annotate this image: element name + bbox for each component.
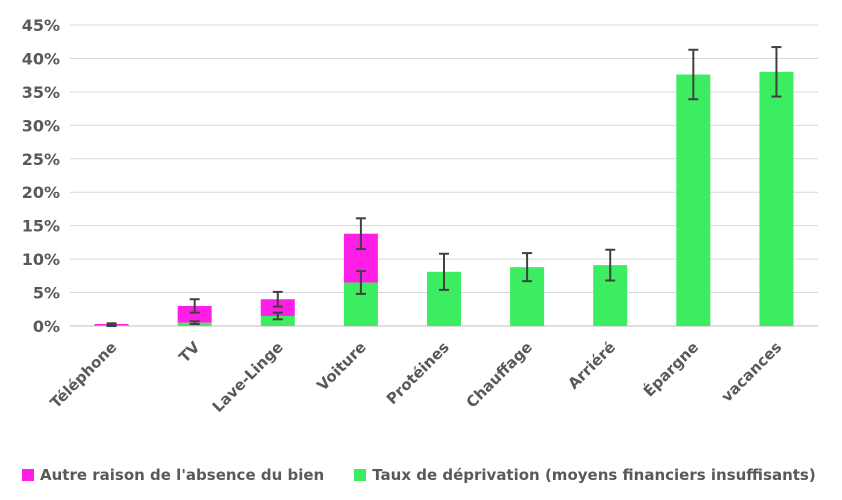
y-tick-label: 30%	[22, 116, 60, 135]
y-tick-label: 5%	[33, 284, 60, 303]
y-tick-label: 10%	[22, 250, 60, 269]
y-tick-label: 35%	[22, 83, 60, 102]
y-tick-label: 0%	[33, 317, 60, 336]
x-tick-label: Épargne	[639, 337, 702, 400]
bar-layer	[94, 71, 794, 327]
bar-deprivation	[260, 315, 295, 326]
x-tick-label: Protéines	[383, 338, 453, 408]
y-tick-label: 15%	[22, 217, 60, 236]
label-layer: 0% 5% 10% 15% 20% 25% 30% 35% 40% 45% Téléphone TV L…	[22, 16, 786, 416]
legend-swatch-other-reason	[22, 469, 34, 481]
legend-label-other-reason: Autre raison de l'absence du bien	[40, 466, 325, 484]
y-tick-label: 45%	[22, 16, 60, 35]
x-tick-label: Téléphone	[47, 338, 121, 412]
x-tick-label: Chauffage	[463, 338, 536, 411]
x-tick-label: Voiture	[313, 338, 369, 394]
legend-label-deprivation: Taux de déprivation (moyens financiers i…	[372, 466, 816, 484]
y-tick-label: 20%	[22, 183, 60, 202]
legend-swatch-deprivation	[354, 469, 367, 481]
bar-deprivation	[676, 74, 711, 327]
bar-other-reason	[177, 305, 212, 323]
legend: Autre raison de l'absence du bien Taux d…	[22, 466, 816, 484]
y-tick-label: 40%	[22, 49, 60, 68]
grid-layer	[70, 24, 818, 327]
x-tick-label: vacances	[718, 338, 786, 406]
y-tick-label: 25%	[22, 150, 60, 169]
x-tick-label: Arriéré	[564, 338, 619, 393]
legend-item-other-reason: Autre raison de l'absence du bien	[22, 466, 324, 484]
x-tick-label: Lave-Linge	[209, 338, 287, 416]
legend-item-deprivation: Taux de déprivation (moyens financiers i…	[354, 466, 816, 484]
error-bar-layer	[106, 46, 782, 327]
bar-other-reason	[260, 299, 295, 316]
bar-deprivation	[759, 71, 794, 326]
x-tick-label: TV	[175, 338, 203, 366]
